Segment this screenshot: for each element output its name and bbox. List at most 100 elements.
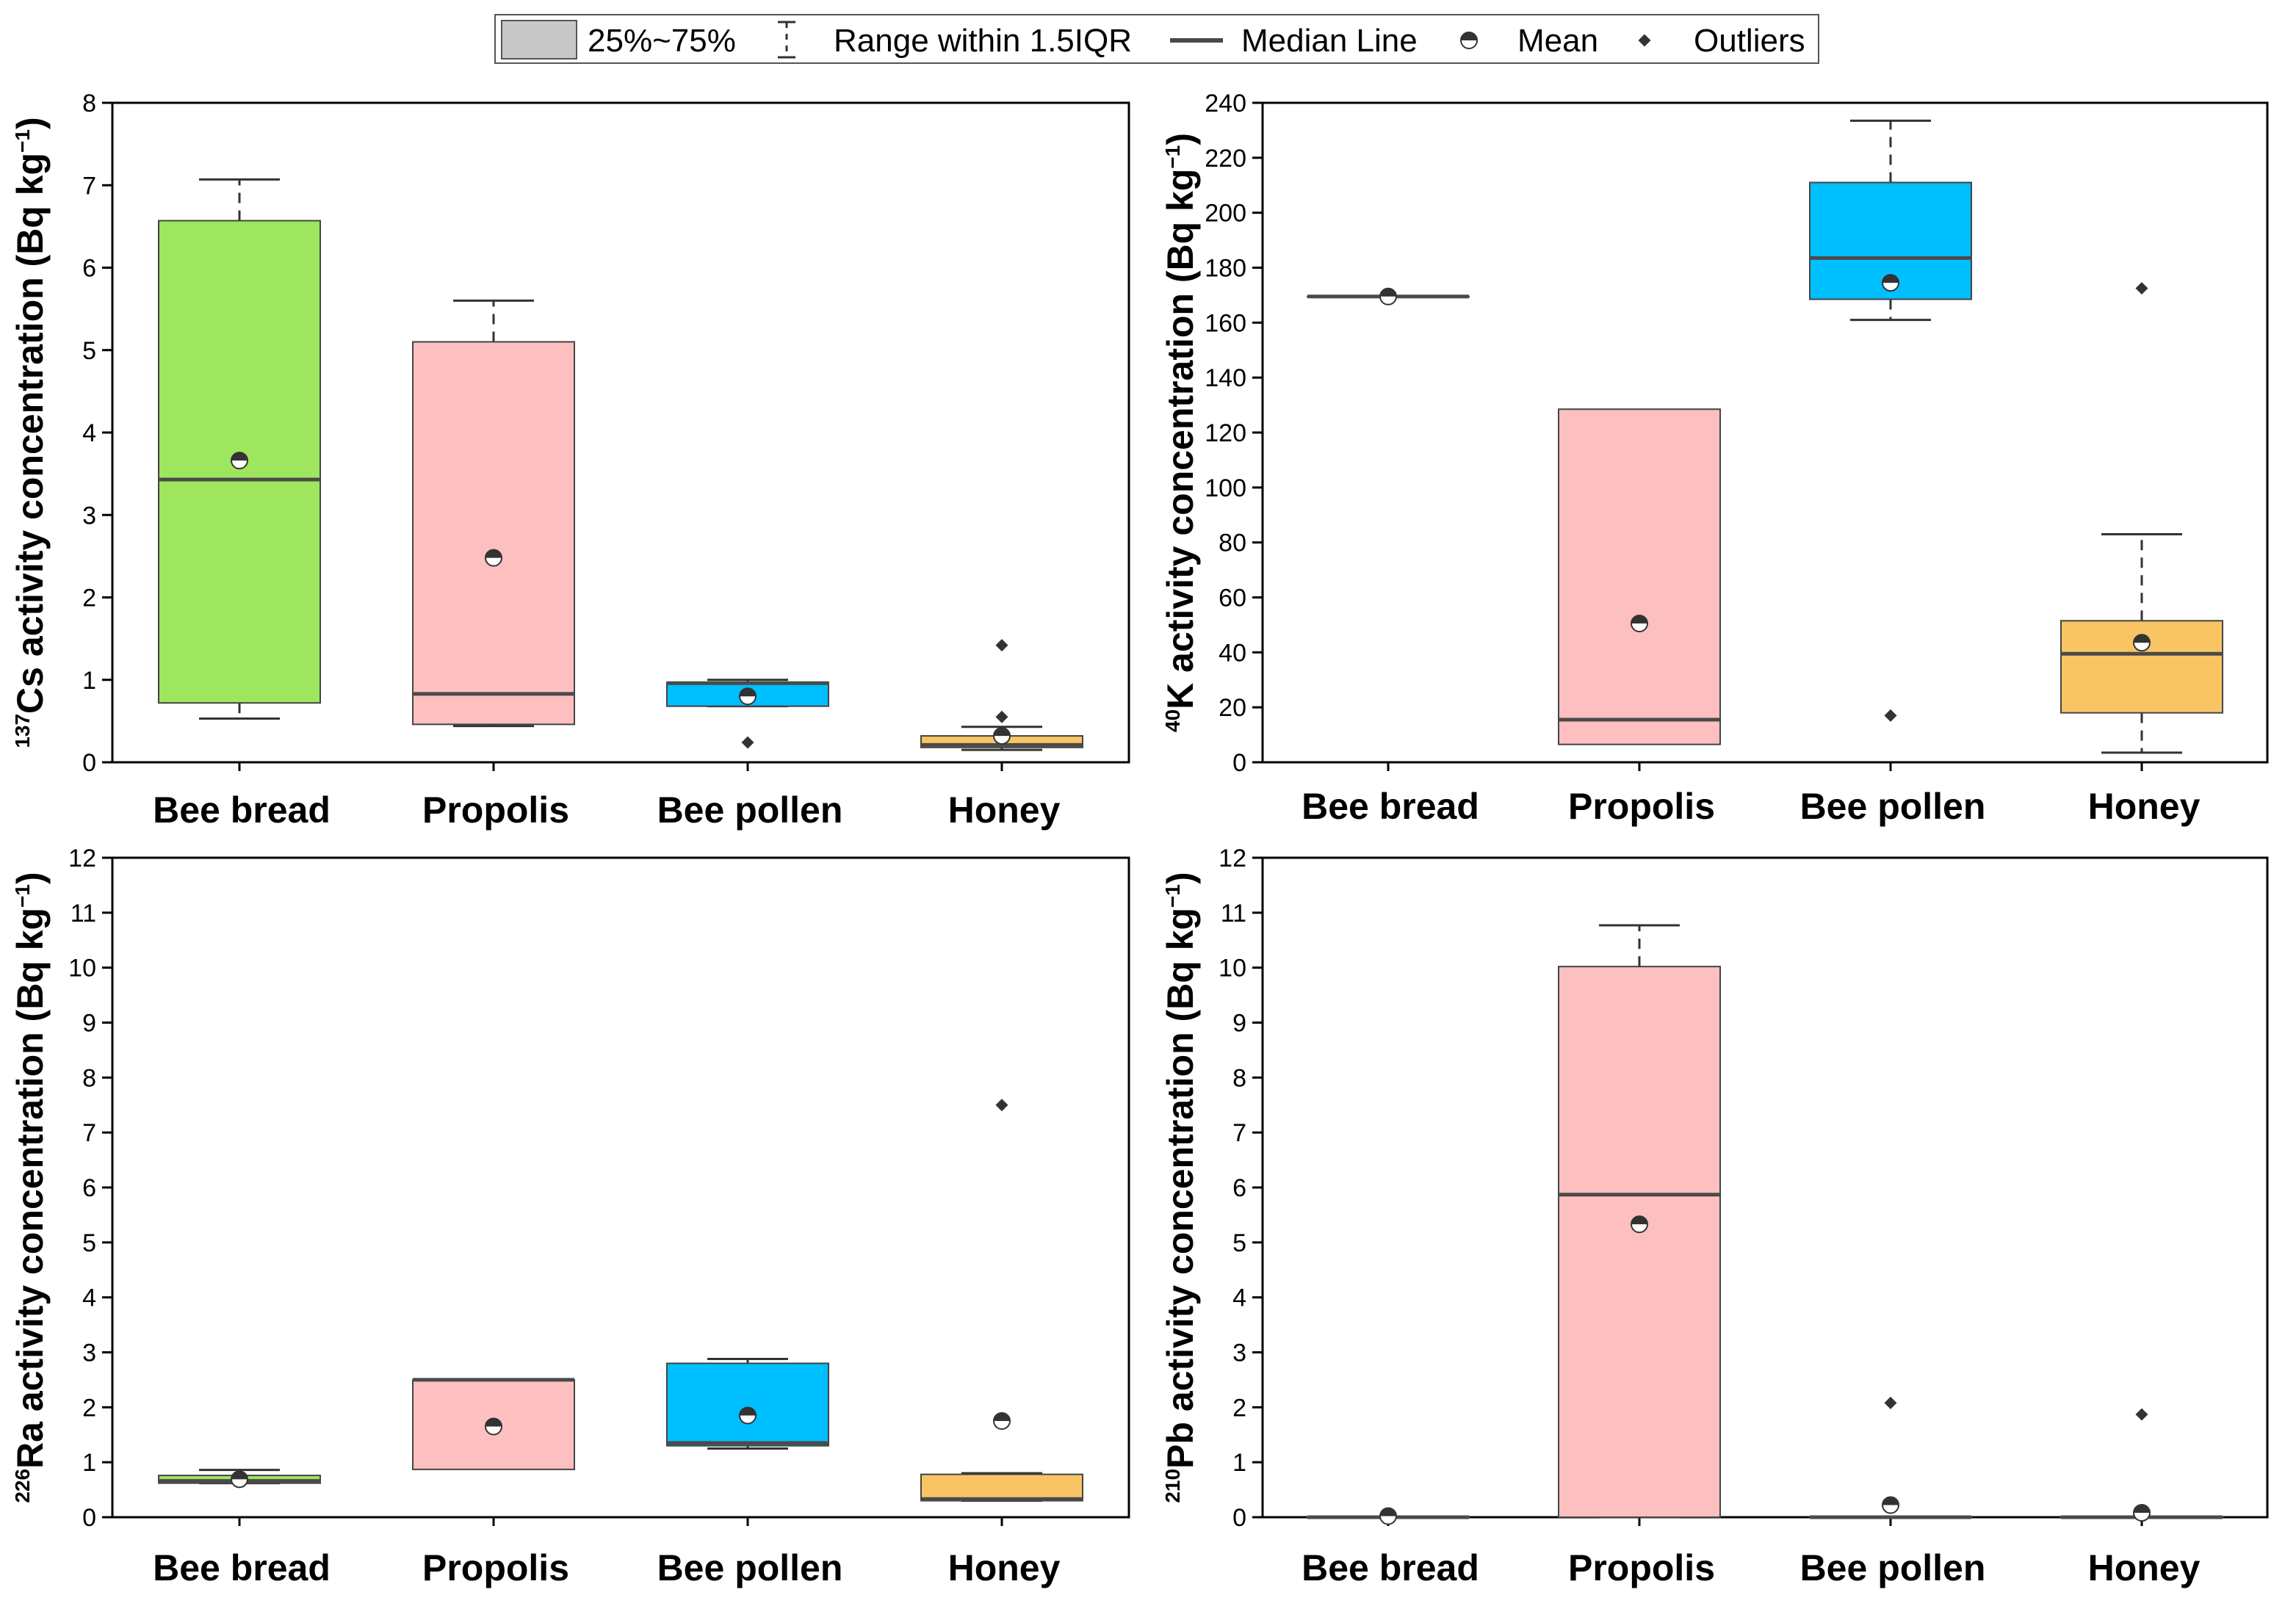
y-tick-label: 8 <box>82 1064 96 1092</box>
y-tick-label: 12 <box>1219 845 1246 872</box>
y-tick-label: 3 <box>1232 1339 1246 1367</box>
mean-marker <box>1379 287 1397 305</box>
y-tick-label: 120 <box>1205 419 1246 447</box>
legend-median-label: Median Line <box>1241 23 1418 59</box>
box-honey <box>2060 282 2223 754</box>
legend-box-swatch <box>501 20 577 59</box>
y-tick-label: 60 <box>1219 585 1246 612</box>
iqr-box <box>666 1362 829 1447</box>
box-propolis <box>412 299 575 728</box>
outlier-point <box>2135 1408 2148 1421</box>
y-tick-label: 8 <box>1232 1064 1246 1092</box>
box-propolis <box>412 1378 575 1470</box>
mean-marker <box>1882 1496 1899 1514</box>
box-bee-bread <box>158 178 321 720</box>
legend-mean-label: Mean <box>1517 23 1598 59</box>
category-label: Bee bread <box>153 1547 331 1588</box>
category-label: Propolis <box>1568 786 1715 827</box>
box-bee-bread <box>1307 287 1470 305</box>
y-tick-label: 5 <box>82 337 96 365</box>
box-honey <box>920 639 1083 751</box>
y-tick-label: 0 <box>1232 1504 1246 1532</box>
outlier-point <box>995 639 1008 652</box>
y-tick-label: 10 <box>1219 955 1246 983</box>
category-label: Honey <box>2088 1547 2201 1588</box>
y-tick-label: 2 <box>1232 1394 1246 1422</box>
mean-marker <box>2133 1504 2151 1522</box>
y-tick-label: 5 <box>82 1229 96 1257</box>
y-tick-label: 0 <box>82 749 96 777</box>
plot-frame <box>1261 856 2269 1519</box>
mean-marker <box>485 1417 502 1436</box>
mean-marker <box>231 1470 248 1489</box>
mean-marker <box>993 1412 1011 1431</box>
mean-marker <box>485 549 502 567</box>
y-tick-label: 3 <box>82 502 96 529</box>
box-bee-pollen <box>666 1357 829 1450</box>
panel-cs137: 0 1 2 3 4 5 6 7 8 Bee bread Propolis Bee pollen Hone… <box>10 90 1130 831</box>
category-label: Propolis <box>422 789 569 831</box>
y-tick-label: 4 <box>82 419 96 447</box>
legend: 25%~75% Range within 1.5IQR Median Line … <box>494 14 1819 64</box>
y-tick-label: 4 <box>1232 1284 1246 1312</box>
y-tick-label: 9 <box>1232 1010 1246 1038</box>
y-tick-label: 2 <box>82 1394 96 1422</box>
box-propolis <box>1558 408 1721 745</box>
y-tick-label: 200 <box>1205 200 1246 228</box>
panel-k40: 0 20 40 60 80 100 120 140 160 180 200 220 240 Bee bre… <box>1160 90 2269 827</box>
mean-marker <box>1631 1215 1648 1234</box>
mean-marker <box>739 1406 757 1425</box>
mean-marker <box>1631 615 1648 633</box>
iqr-box <box>1558 408 1721 745</box>
iqr-box <box>412 341 575 726</box>
box-bee-bread <box>158 1469 321 1489</box>
plot-frame <box>111 856 1130 1519</box>
category-label: Propolis <box>1568 1547 1715 1588</box>
y-tick-label: 0 <box>1232 749 1246 777</box>
y-tick-label: 160 <box>1205 309 1246 337</box>
mean-marker <box>739 687 757 706</box>
y-tick-label: 6 <box>1232 1174 1246 1202</box>
y-axis-label: 40K activity concentration (Bq kg−1) <box>1160 133 1201 732</box>
box-honey <box>2060 1408 2223 1522</box>
box-bee-pollen <box>1809 119 1972 722</box>
category-label: Bee bread <box>1302 786 1479 827</box>
box-honey <box>920 1099 1083 1503</box>
y-tick-label: 0 <box>82 1504 96 1532</box>
category-label: Honey <box>948 789 1061 831</box>
y-tick-label: 220 <box>1205 145 1246 173</box>
y-tick-label: 5 <box>1232 1229 1246 1257</box>
outlier-point <box>995 1099 1008 1112</box>
box-bee-pollen <box>666 679 829 749</box>
legend-outliers-label: Outliers <box>1694 23 1805 59</box>
y-tick-label: 3 <box>82 1339 96 1367</box>
category-label: Bee bread <box>1302 1547 1479 1588</box>
category-label: Bee pollen <box>657 789 843 831</box>
iqr-box <box>920 1473 1083 1502</box>
legend-whisker-label: Range within 1.5IQR <box>834 23 1132 59</box>
category-label: Propolis <box>422 1547 569 1588</box>
mean-marker <box>993 727 1011 745</box>
outlier-point <box>1884 709 1897 722</box>
y-axis-label: 210Pb activity concentration (Bq kg−1) <box>1160 872 1201 1503</box>
y-tick-label: 11 <box>71 900 96 928</box>
box-propolis <box>1558 924 1721 1519</box>
y-tick-label: 4 <box>82 1284 96 1312</box>
mean-marker <box>2133 634 2151 652</box>
legend-mean-swatch <box>1460 32 1478 49</box>
outlier-point <box>995 710 1008 723</box>
y-tick-label: 7 <box>1232 1119 1246 1147</box>
y-tick-label: 40 <box>1219 639 1246 667</box>
y-tick-label: 140 <box>1205 364 1246 392</box>
y-tick-label: 100 <box>1205 474 1246 502</box>
y-tick-label: 7 <box>82 1119 96 1147</box>
box-bee-bread <box>1307 1507 1470 1525</box>
category-label: Bee pollen <box>1800 786 1986 827</box>
legend-box-label: 25%~75% <box>588 23 736 59</box>
y-tick-label: 11 <box>1221 900 1246 928</box>
y-tick-label: 1 <box>82 667 96 695</box>
y-tick-label: 80 <box>1219 529 1246 557</box>
y-tick-label: 12 <box>68 845 96 872</box>
